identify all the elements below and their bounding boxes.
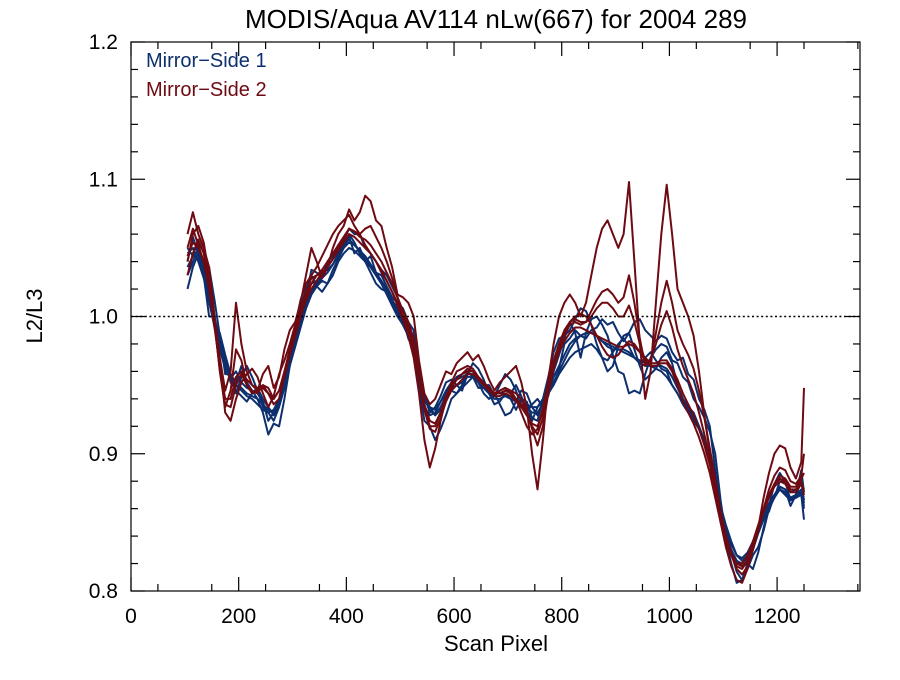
x-tick-label: 1200 <box>754 605 801 628</box>
y-tick-label: 0.8 <box>89 580 118 603</box>
x-tick-label: 800 <box>544 605 579 628</box>
series-line-mirror-side-2 <box>186 213 805 565</box>
x-tick-label: 1000 <box>646 605 693 628</box>
series-lines <box>186 181 805 584</box>
x-tick-labels: 0 200 400 600 800 1000 1200 <box>125 605 800 628</box>
y-tick-label: 1.0 <box>89 306 118 329</box>
series-line-mirror-side-2 <box>186 181 805 584</box>
x-axis-label: Scan Pixel <box>444 631 548 656</box>
y-tick-label: 0.9 <box>89 443 118 466</box>
series-line-mirror-side-1 <box>186 241 805 565</box>
y-tick-label: 1.2 <box>89 31 118 54</box>
legend: Mirror−Side 1 Mirror−Side 2 <box>146 50 267 101</box>
x-tick-label: 0 <box>125 605 137 628</box>
series-line-mirror-side-2 <box>186 227 805 568</box>
y-tick-label: 1.1 <box>89 168 118 191</box>
chart-title: MODIS/Aqua AV114 nLw(667) for 2004 289 <box>245 4 747 34</box>
x-tick-label: 200 <box>221 605 256 628</box>
legend-entry-mirror-side-1: Mirror−Side 1 <box>146 50 267 72</box>
x-tick-label: 600 <box>437 605 472 628</box>
y-axis-label: L2/L3 <box>22 288 47 343</box>
legend-entry-mirror-side-2: Mirror−Side 2 <box>146 79 267 101</box>
axis-ticks <box>130 41 860 592</box>
x-tick-label: 400 <box>329 605 364 628</box>
y-tick-labels: 0.8 0.9 1.0 1.1 1.2 <box>89 31 118 603</box>
